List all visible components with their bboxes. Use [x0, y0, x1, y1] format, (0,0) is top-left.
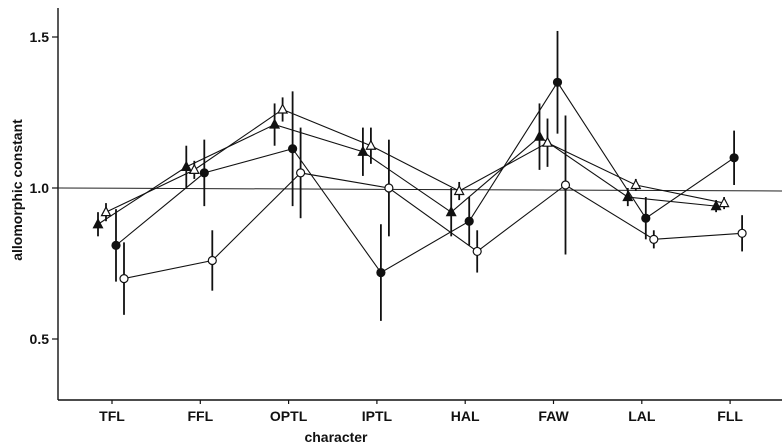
data-point: [100, 205, 112, 217]
data-point: [445, 205, 457, 217]
data-point: [277, 103, 289, 114]
data-point: [269, 118, 281, 129]
series-open-triangle: [100, 97, 730, 222]
data-point: [649, 234, 659, 244]
data-point: [718, 196, 730, 208]
data-point: [111, 240, 121, 250]
x-tick-label: FLL: [717, 408, 743, 424]
y-tick-label: 0.5: [30, 331, 50, 347]
x-axis-title: character: [304, 429, 368, 445]
data-point: [534, 130, 545, 141]
x-tick-label: TFL: [99, 408, 125, 424]
data-point: [365, 139, 377, 150]
x-tick-label: OPTL: [270, 408, 308, 424]
data-point: [207, 255, 217, 266]
x-tick-label: HAL: [451, 408, 480, 424]
series-line: [123, 172, 743, 280]
data-point: [119, 274, 129, 284]
data-point: [472, 246, 482, 257]
series-line: [115, 81, 735, 274]
data-point: [737, 228, 747, 238]
data-point: [188, 163, 200, 174]
series-filled-circle: [111, 30, 739, 321]
data-point: [542, 136, 553, 147]
series-open-circle: [119, 115, 747, 315]
data-point: [376, 267, 386, 278]
data-point: [630, 178, 642, 190]
data-point: [199, 168, 209, 178]
data-point: [180, 160, 192, 171]
y-tick-label: 1.0: [30, 180, 50, 196]
series-filled-triangle: [92, 103, 722, 237]
data-point: [453, 184, 465, 196]
x-tick-label: FFL: [187, 408, 213, 424]
data-point: [560, 180, 571, 190]
data-point: [641, 213, 651, 223]
data-point: [622, 190, 634, 202]
x-ticks: TFL FFL OPTL IPTL HAL FAW LAL FLL: [99, 400, 743, 424]
y-ticks: 0.5 1.0 1.5: [30, 29, 58, 347]
series-layer: [92, 30, 747, 321]
x-tick-label: LAL: [628, 408, 656, 424]
series-line: [97, 123, 717, 225]
data-point: [729, 153, 739, 163]
data-point: [384, 183, 394, 193]
data-point: [710, 199, 722, 211]
series-line: [105, 108, 725, 213]
y-axis-title: allomorphic constant: [9, 119, 25, 261]
data-point: [92, 217, 104, 229]
y-tick-label: 1.5: [30, 29, 50, 45]
x-tick-label: IPTL: [362, 408, 393, 424]
x-tick-label: FAW: [538, 408, 569, 424]
data-point: [357, 145, 369, 156]
data-point: [552, 77, 563, 87]
data-point: [296, 168, 306, 178]
data-point: [464, 216, 474, 226]
data-point: [288, 144, 298, 154]
